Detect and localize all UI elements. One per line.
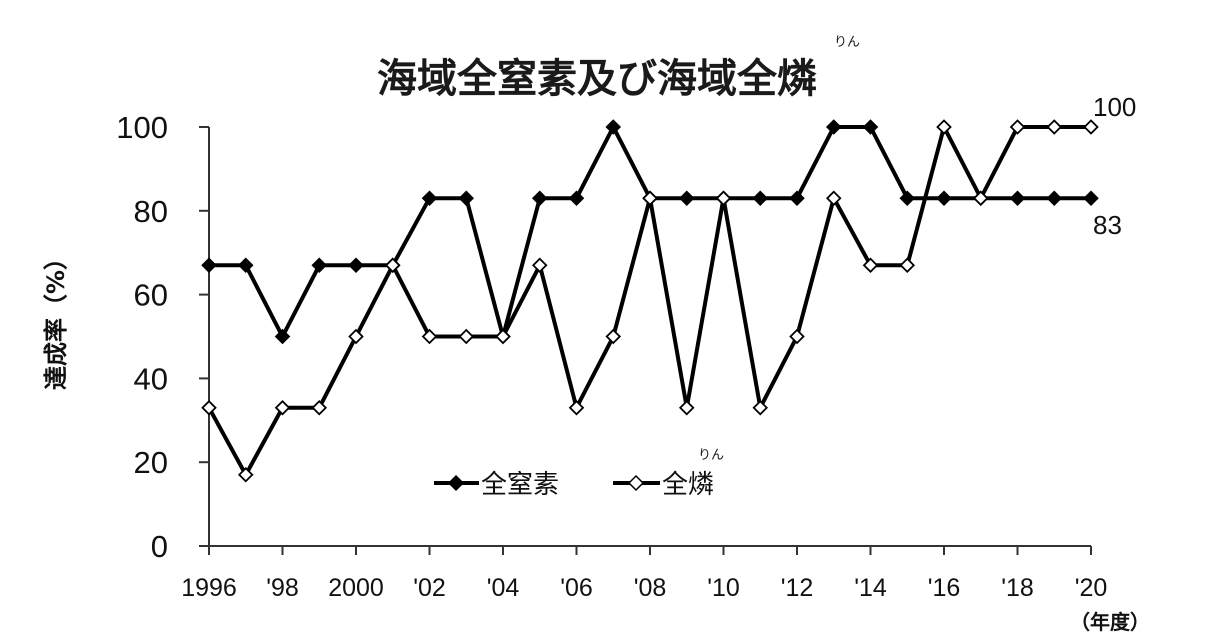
series-1-point <box>1046 119 1063 135</box>
series-0-point <box>899 190 916 207</box>
series-1-point <box>495 328 511 345</box>
series-0-point <box>458 190 475 207</box>
y-tick-label: 20 <box>134 445 168 480</box>
series-1-point <box>789 328 805 345</box>
legend-marker-nitrogen <box>447 474 465 492</box>
series-1-end-label: 100 <box>1093 92 1136 122</box>
series-0-point <box>1009 190 1026 207</box>
series-0-end-label: 83 <box>1093 210 1122 240</box>
x-axis-unit: （年度） <box>1070 610 1150 634</box>
x-tick-label: '10 <box>707 574 740 602</box>
series-1-point <box>825 190 842 207</box>
y-tick-label: 60 <box>134 278 168 313</box>
series-0-point <box>237 257 254 274</box>
y-tick-label: 0 <box>151 529 168 564</box>
series-1-point <box>568 399 585 416</box>
series-1-point <box>1083 119 1099 135</box>
series-0-point <box>862 119 879 135</box>
series-0-point <box>605 119 622 135</box>
series-0-point <box>274 328 291 345</box>
series-0-point <box>348 257 364 274</box>
series-0-point <box>678 190 695 207</box>
series-group: 83 100 <box>201 92 1136 483</box>
series-1-point <box>972 190 989 207</box>
series-1-point <box>237 466 254 483</box>
x-tick-label: '20 <box>1075 574 1108 602</box>
series-0-point <box>936 190 952 207</box>
y-axis-label: 達成率（%） <box>42 246 70 390</box>
x-tick-label: 1996 <box>181 574 237 602</box>
series-0-point <box>421 190 438 207</box>
x-tick-label: '12 <box>781 574 814 602</box>
series-1-point <box>678 399 695 416</box>
series-1-point <box>899 257 916 274</box>
series-1-point <box>311 399 328 416</box>
x-tick-label: '02 <box>413 574 446 602</box>
series-1-point <box>274 399 291 416</box>
x-tick-label: '16 <box>928 574 961 602</box>
series-0-point <box>789 190 805 207</box>
series-0-point <box>752 190 769 207</box>
series-1-point <box>752 399 769 416</box>
series-0-point <box>531 190 548 207</box>
series-0-point <box>1046 190 1063 207</box>
x-tick-label: '08 <box>634 574 667 602</box>
series-1-point <box>715 190 732 207</box>
series-1-point <box>936 119 952 135</box>
y-ticks: 0 20 40 60 80 100 <box>116 110 209 564</box>
series-1-point <box>642 190 658 207</box>
x-tick-label: '06 <box>560 574 593 602</box>
y-tick-label: 40 <box>134 361 168 396</box>
series-0-point <box>311 257 328 274</box>
series-1-point <box>458 328 475 345</box>
series-0-point <box>1083 190 1099 207</box>
legend-ruby-phosphorus: りん <box>698 448 724 463</box>
series-1-point <box>1009 119 1026 135</box>
series-1-point <box>531 257 548 274</box>
x-ticks: 1996 '98 2000 '02 '04 '06 '08 '10 '12 '14 '16 '18 '2… <box>181 546 1107 602</box>
series-1-point <box>862 257 879 274</box>
series-line-1 <box>207 121 1091 479</box>
series-1-point <box>421 328 438 345</box>
series-0-point <box>568 190 585 207</box>
chart-title: 海域全窒素及び海域全燐 <box>377 56 817 102</box>
chart-title-ruby: りん <box>834 35 860 50</box>
series-1-point <box>384 257 401 274</box>
y-tick-label: 80 <box>134 194 168 229</box>
legend-label-phosphorus: 全燐 <box>662 470 714 500</box>
x-tick-label: '14 <box>854 574 887 602</box>
series-1-point <box>605 328 622 345</box>
x-tick-label: 2000 <box>328 574 384 602</box>
series-0-point <box>825 119 842 135</box>
legend-label-nitrogen: 全窒素 <box>481 470 559 500</box>
series-1-point <box>348 328 364 345</box>
x-tick-label: '18 <box>1001 574 1034 602</box>
y-tick-label: 100 <box>116 110 168 145</box>
legend-marker-phosphorus <box>627 474 645 492</box>
x-tick-label: '04 <box>487 574 520 602</box>
x-tick-label: '98 <box>266 574 299 602</box>
series-1-point <box>201 399 217 416</box>
series-0-point <box>201 257 217 274</box>
legend: 全窒素 全燐 りん <box>434 448 724 500</box>
